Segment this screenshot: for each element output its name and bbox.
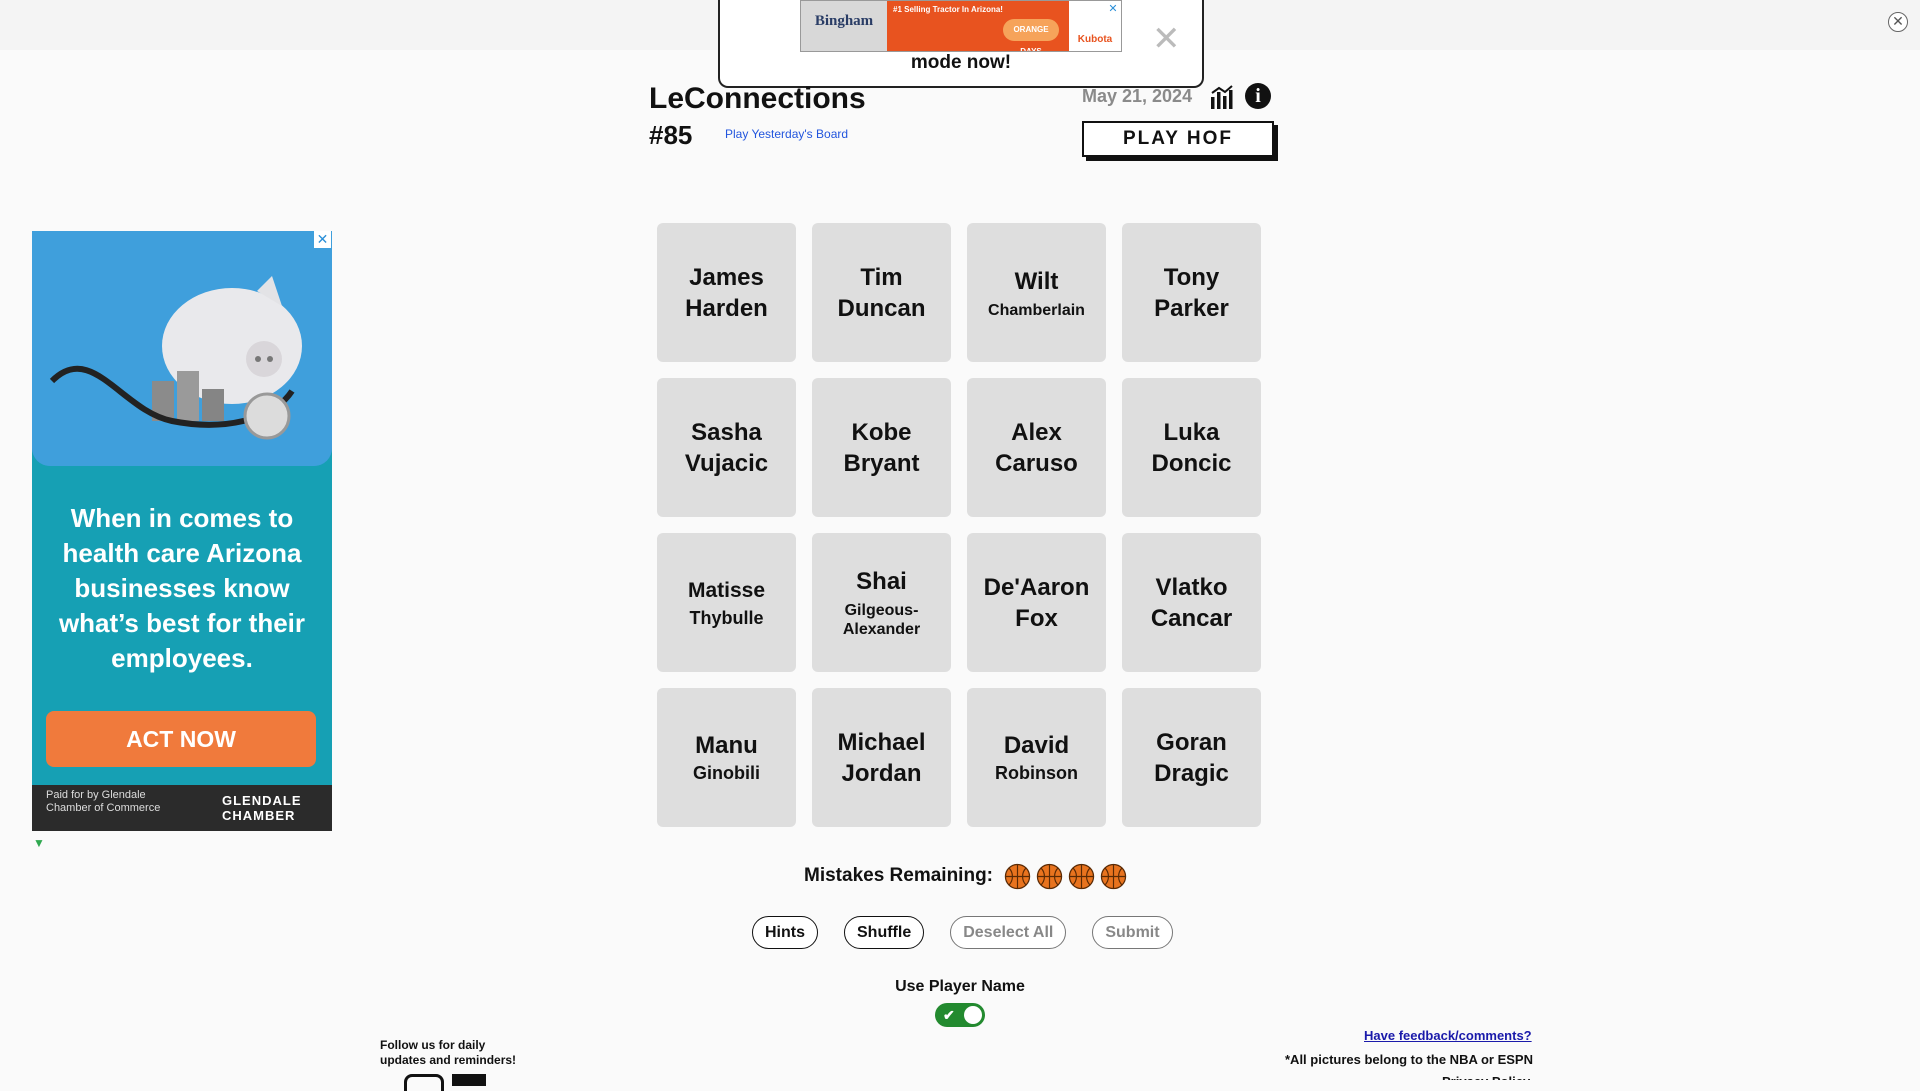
follow-text-line: Follow us for daily updates and reminder…: [380, 1038, 517, 1067]
ad-brand: Bingham: [801, 1, 887, 51]
instagram-icon[interactable]: [404, 1074, 444, 1091]
ad-paid-by: Paid for by Glendale Chamber of Commerce: [46, 789, 161, 814]
tile-first-name: Tony: [1163, 263, 1220, 291]
ad-headline-text: When in comes to health care Arizona bus…: [58, 503, 306, 673]
player-tile[interactable]: Matisse Thybulle: [657, 533, 796, 672]
top-advertisement[interactable]: Bingham #1 Selling Tractor In Arizona! O…: [800, 0, 1122, 52]
mistakes-remaining: Mistakes Remaining:: [804, 861, 1127, 891]
player-tile[interactable]: Michael Jordan: [812, 688, 951, 827]
image-credits: *All pictures belong to the NBA or ESPN: [1285, 1052, 1533, 1067]
ad-close-icon[interactable]: ✕: [1107, 3, 1119, 15]
player-tile[interactable]: Wilt Chamberlain: [967, 223, 1106, 362]
page-title: LeConnections: [649, 82, 866, 115]
info-icon[interactable]: i: [1245, 83, 1271, 109]
puzzle-date: May 21, 2024: [1082, 86, 1193, 106]
tile-last-name: Duncan: [837, 294, 926, 322]
ad-footer: [32, 785, 332, 831]
player-tile[interactable]: Tony Parker: [1122, 223, 1261, 362]
act-now-button[interactable]: ACT NOW: [46, 711, 316, 767]
follow-text: Follow us for daily updates and reminder…: [380, 1038, 530, 1068]
tile-first-name: Wilt: [1014, 267, 1059, 295]
player-tile[interactable]: James Harden: [657, 223, 796, 362]
toggle-knob: [964, 1006, 982, 1024]
adchoices-icon[interactable]: ▼: [33, 836, 45, 850]
tile-first-name: Tim: [860, 263, 903, 291]
player-name-toggle-label: Use Player Name: [895, 978, 1025, 995]
tile-first-name: Vlatko: [1155, 573, 1228, 601]
ad-sponsor-logo: GLENDALE CHAMBER: [222, 793, 302, 823]
close-icon[interactable]: ✕: [1888, 12, 1908, 32]
tile-last-name: Ginobili: [693, 763, 760, 783]
ad-headline-text: #1 Selling Tractor In Arizona!: [893, 5, 1003, 14]
player-tile[interactable]: Sasha Vujacic: [657, 378, 796, 517]
x-icon[interactable]: [452, 1074, 486, 1086]
tile-last-name: Dragic: [1154, 759, 1229, 787]
tile-last-name: Jordan: [841, 759, 922, 787]
player-tile[interactable]: De'Aaron Fox: [967, 533, 1106, 672]
tile-last-name: Chamberlain: [988, 301, 1085, 319]
side-advertisement[interactable]: When in comes to health care Arizona bus…: [32, 231, 332, 831]
tile-first-name: Alex: [1011, 418, 1062, 446]
player-tile[interactable]: Vlatko Cancar: [1122, 533, 1261, 672]
tile-last-name: Fox: [1015, 604, 1058, 632]
tile-last-name: Harden: [685, 294, 768, 322]
puzzle-number: #85: [649, 120, 693, 150]
ad-photo: [32, 231, 332, 466]
player-tile[interactable]: Luka Doncic: [1122, 378, 1261, 517]
tile-first-name: Shai: [856, 568, 907, 595]
tile-first-name: Matisse: [687, 579, 766, 602]
ad-badge: ORANGE DAYS: [1003, 19, 1059, 51]
player-name-toggle[interactable]: ✔: [935, 1003, 985, 1027]
basketball-icon: [1036, 863, 1063, 889]
piggy-bank-image: [32, 231, 332, 466]
player-tile[interactable]: Kobe Bryant: [812, 378, 951, 517]
banner-close-icon[interactable]: ✕: [1152, 20, 1181, 58]
game-controls: Hints Shuffle Deselect All Submit: [752, 916, 1199, 949]
tile-last-name: Bryant: [843, 449, 920, 477]
tile-first-name: David: [1003, 732, 1070, 759]
stats-icon[interactable]: [1210, 85, 1236, 109]
check-icon: ✔: [943, 1007, 955, 1023]
tile-last-name: Vujacic: [684, 449, 769, 477]
basketball-icons: [999, 863, 1127, 890]
tile-first-name: Manu: [695, 732, 758, 759]
player-tile[interactable]: Manu Ginobili: [657, 688, 796, 827]
player-tile[interactable]: David Robinson: [967, 688, 1106, 827]
tile-last-name: Doncic: [1151, 449, 1232, 477]
tile-last-name: Robinson: [995, 763, 1078, 783]
banner-text: mode now!: [910, 52, 1012, 73]
tile-last-name: Thybulle: [689, 608, 764, 628]
tile-first-name: James: [689, 263, 764, 291]
play-yesterday-link[interactable]: Play Yesterday's Board: [725, 127, 849, 141]
feedback-link[interactable]: Have feedback/comments?: [1364, 1028, 1532, 1043]
ad-close-icon[interactable]: ✕: [314, 231, 331, 248]
privacy-policy-link[interactable]: Privacy Policy: [1442, 1074, 1530, 1080]
hints-button[interactable]: Hints: [752, 916, 818, 949]
tile-first-name: Goran: [1156, 728, 1227, 756]
tile-last-name: Gilgeous-Alexander: [842, 602, 921, 638]
shuffle-button[interactable]: Shuffle: [844, 916, 925, 949]
basketball-icon: [1100, 863, 1127, 889]
tile-first-name: Luka: [1163, 418, 1220, 446]
ad-headline: #1 Selling Tractor In Arizona! ORANGE DA…: [887, 1, 1069, 51]
player-grid: James Harden Tim Duncan Wilt Chamberlain To…: [657, 223, 1264, 827]
submit-button[interactable]: Submit: [1092, 916, 1173, 949]
tile-last-name: Cancar: [1150, 604, 1233, 632]
tile-first-name: Sasha: [691, 418, 762, 446]
tile-last-name: Parker: [1154, 294, 1229, 322]
player-tile[interactable]: Tim Duncan: [812, 223, 951, 362]
player-tile[interactable]: Shai Gilgeous-Alexander: [812, 533, 951, 672]
play-hof-button[interactable]: PLAY HOF: [1082, 121, 1274, 157]
tile-first-name: Michael: [837, 728, 926, 756]
player-tile[interactable]: Alex Caruso: [967, 378, 1106, 517]
tile-last-name: Caruso: [995, 449, 1078, 477]
tile-first-name: Kobe: [851, 418, 912, 446]
basketball-icon: [1068, 863, 1095, 889]
basketball-icon: [1004, 863, 1031, 889]
player-tile[interactable]: Goran Dragic: [1122, 688, 1261, 827]
tile-first-name: De'Aaron: [983, 573, 1090, 601]
mistakes-label: Mistakes Remaining:: [804, 865, 993, 886]
deselect-all-button[interactable]: Deselect All: [950, 916, 1067, 949]
